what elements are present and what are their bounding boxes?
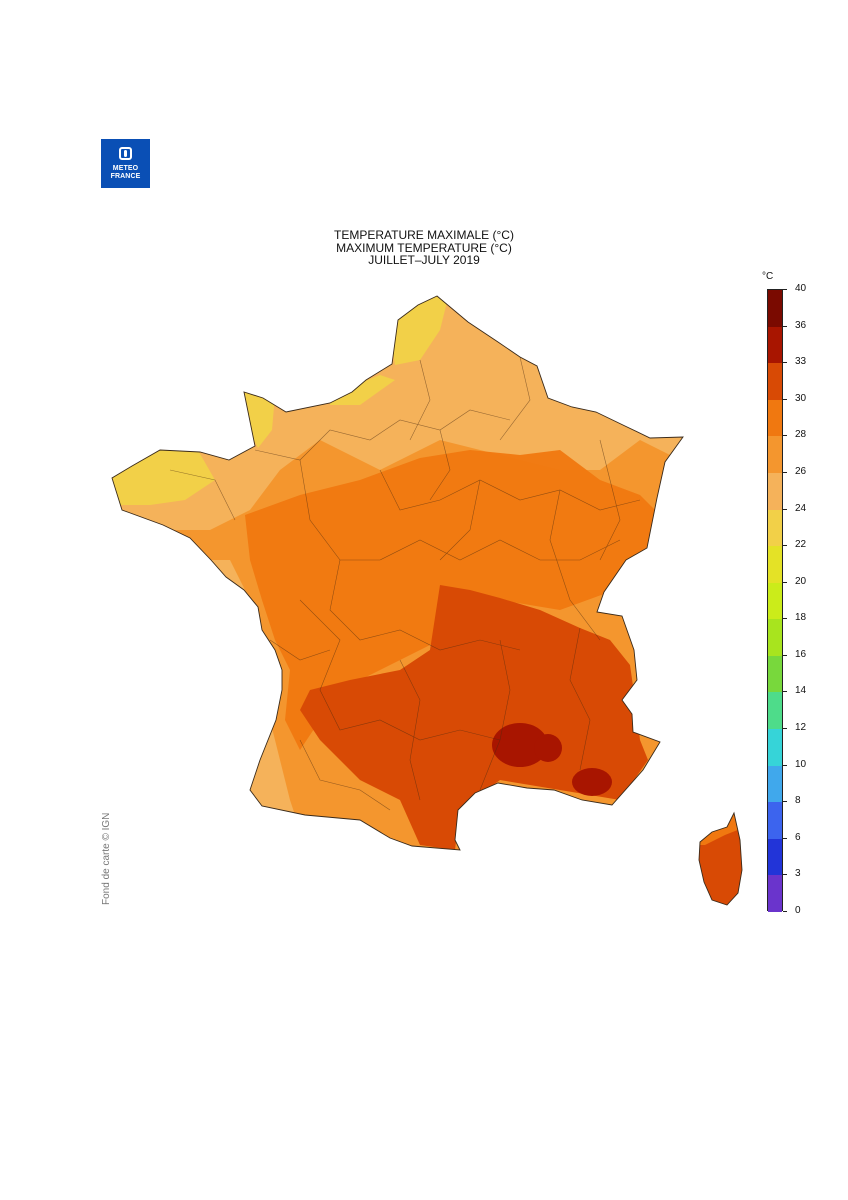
legend-tick-label: 36 <box>795 319 807 331</box>
legend-tick-label: 28 <box>795 429 807 441</box>
legend-tick-mark <box>783 362 787 364</box>
logo-text-line1: METEO <box>112 165 139 172</box>
title-line3: JUILLET–JULY 2019 <box>368 253 480 267</box>
legend-tick-mark <box>783 654 787 656</box>
france-outline <box>111 295 684 851</box>
legend-color-band <box>768 655 782 693</box>
legend-color-band <box>768 765 782 803</box>
band-33-36-var <box>572 768 612 796</box>
legend-color-band <box>768 509 782 547</box>
corsica-outline <box>698 811 743 906</box>
legend-tick-label: 40 <box>795 283 807 294</box>
legend-color-band <box>768 546 782 584</box>
band-30-33 <box>300 585 648 850</box>
logo-text-line2: FRANCE <box>110 173 141 180</box>
legend-tick-label: 14 <box>795 685 807 697</box>
legend-tick-mark <box>783 545 787 547</box>
legend-tick-mark <box>783 728 787 730</box>
department-borders <box>169 356 641 811</box>
legend-tick-mark <box>783 435 787 437</box>
meteo-france-logo-icon <box>119 147 132 160</box>
legend-color-band <box>768 729 782 767</box>
legend-color-band <box>768 436 782 474</box>
mainland-france <box>112 296 683 850</box>
legend-tick-label: 6 <box>795 831 801 843</box>
legend-color-band <box>768 619 782 657</box>
legend-color-band <box>768 875 782 913</box>
legend-tick-label: 10 <box>795 758 807 770</box>
legend-tick-label: 12 <box>795 722 807 734</box>
legend-tick-label: 3 <box>795 868 801 880</box>
legend-tick-label: 16 <box>795 648 807 660</box>
band-33-36-bdr <box>534 734 562 762</box>
legend-tick-mark <box>783 874 787 876</box>
legend-tick-mark <box>783 801 787 803</box>
color-legend-bar <box>767 289 783 913</box>
legend-tick-label: 22 <box>795 539 807 551</box>
meteo-france-logo: METEO FRANCE <box>101 139 150 188</box>
band-22-24-manche <box>330 375 395 405</box>
legend-color-band <box>768 838 782 876</box>
band-33-36-gard <box>492 723 548 767</box>
legend-tick-mark <box>783 581 787 583</box>
legend-color-band <box>768 582 782 620</box>
legend-tick-mark <box>783 618 787 620</box>
legend-tick-mark <box>783 911 787 912</box>
legend-tick-mark <box>783 691 787 693</box>
map-title: TEMPERATURE MAXIMALE (°C) MAXIMUM TEMPER… <box>250 229 598 267</box>
legend-tick-label: 24 <box>795 502 807 514</box>
legend-color-band <box>768 802 782 840</box>
title-line2: MAXIMUM TEMPERATURE (°C) <box>336 240 512 255</box>
band-22-24-cotentin <box>240 385 275 448</box>
legend-color-band <box>768 399 782 437</box>
legend-tick-label: 33 <box>795 356 807 368</box>
legend-color-band <box>768 692 782 730</box>
legend-tick-label: 0 <box>795 905 801 916</box>
legend-color-band <box>768 363 782 401</box>
title-line1: TEMPERATURE MAXIMALE (°C) <box>334 228 514 242</box>
legend-tick-label: 20 <box>795 575 807 587</box>
legend-color-band <box>768 326 782 364</box>
legend-tick-label: 30 <box>795 392 807 404</box>
legend-tick-mark <box>783 289 787 290</box>
legend-unit: °C <box>762 271 774 282</box>
legend-tick-mark <box>783 508 787 510</box>
legend-tick-mark <box>783 398 787 400</box>
legend-tick-mark <box>783 325 787 327</box>
legend-tick-label: 18 <box>795 612 807 624</box>
legend-tick-label: 8 <box>795 795 801 807</box>
legend-color-band <box>768 472 782 511</box>
legend-tick-mark <box>783 471 787 473</box>
legend-tick-mark <box>783 837 787 839</box>
legend-color-band <box>768 290 782 328</box>
legend-tick-mark <box>783 764 787 766</box>
legend-tick-label: 26 <box>795 465 807 477</box>
